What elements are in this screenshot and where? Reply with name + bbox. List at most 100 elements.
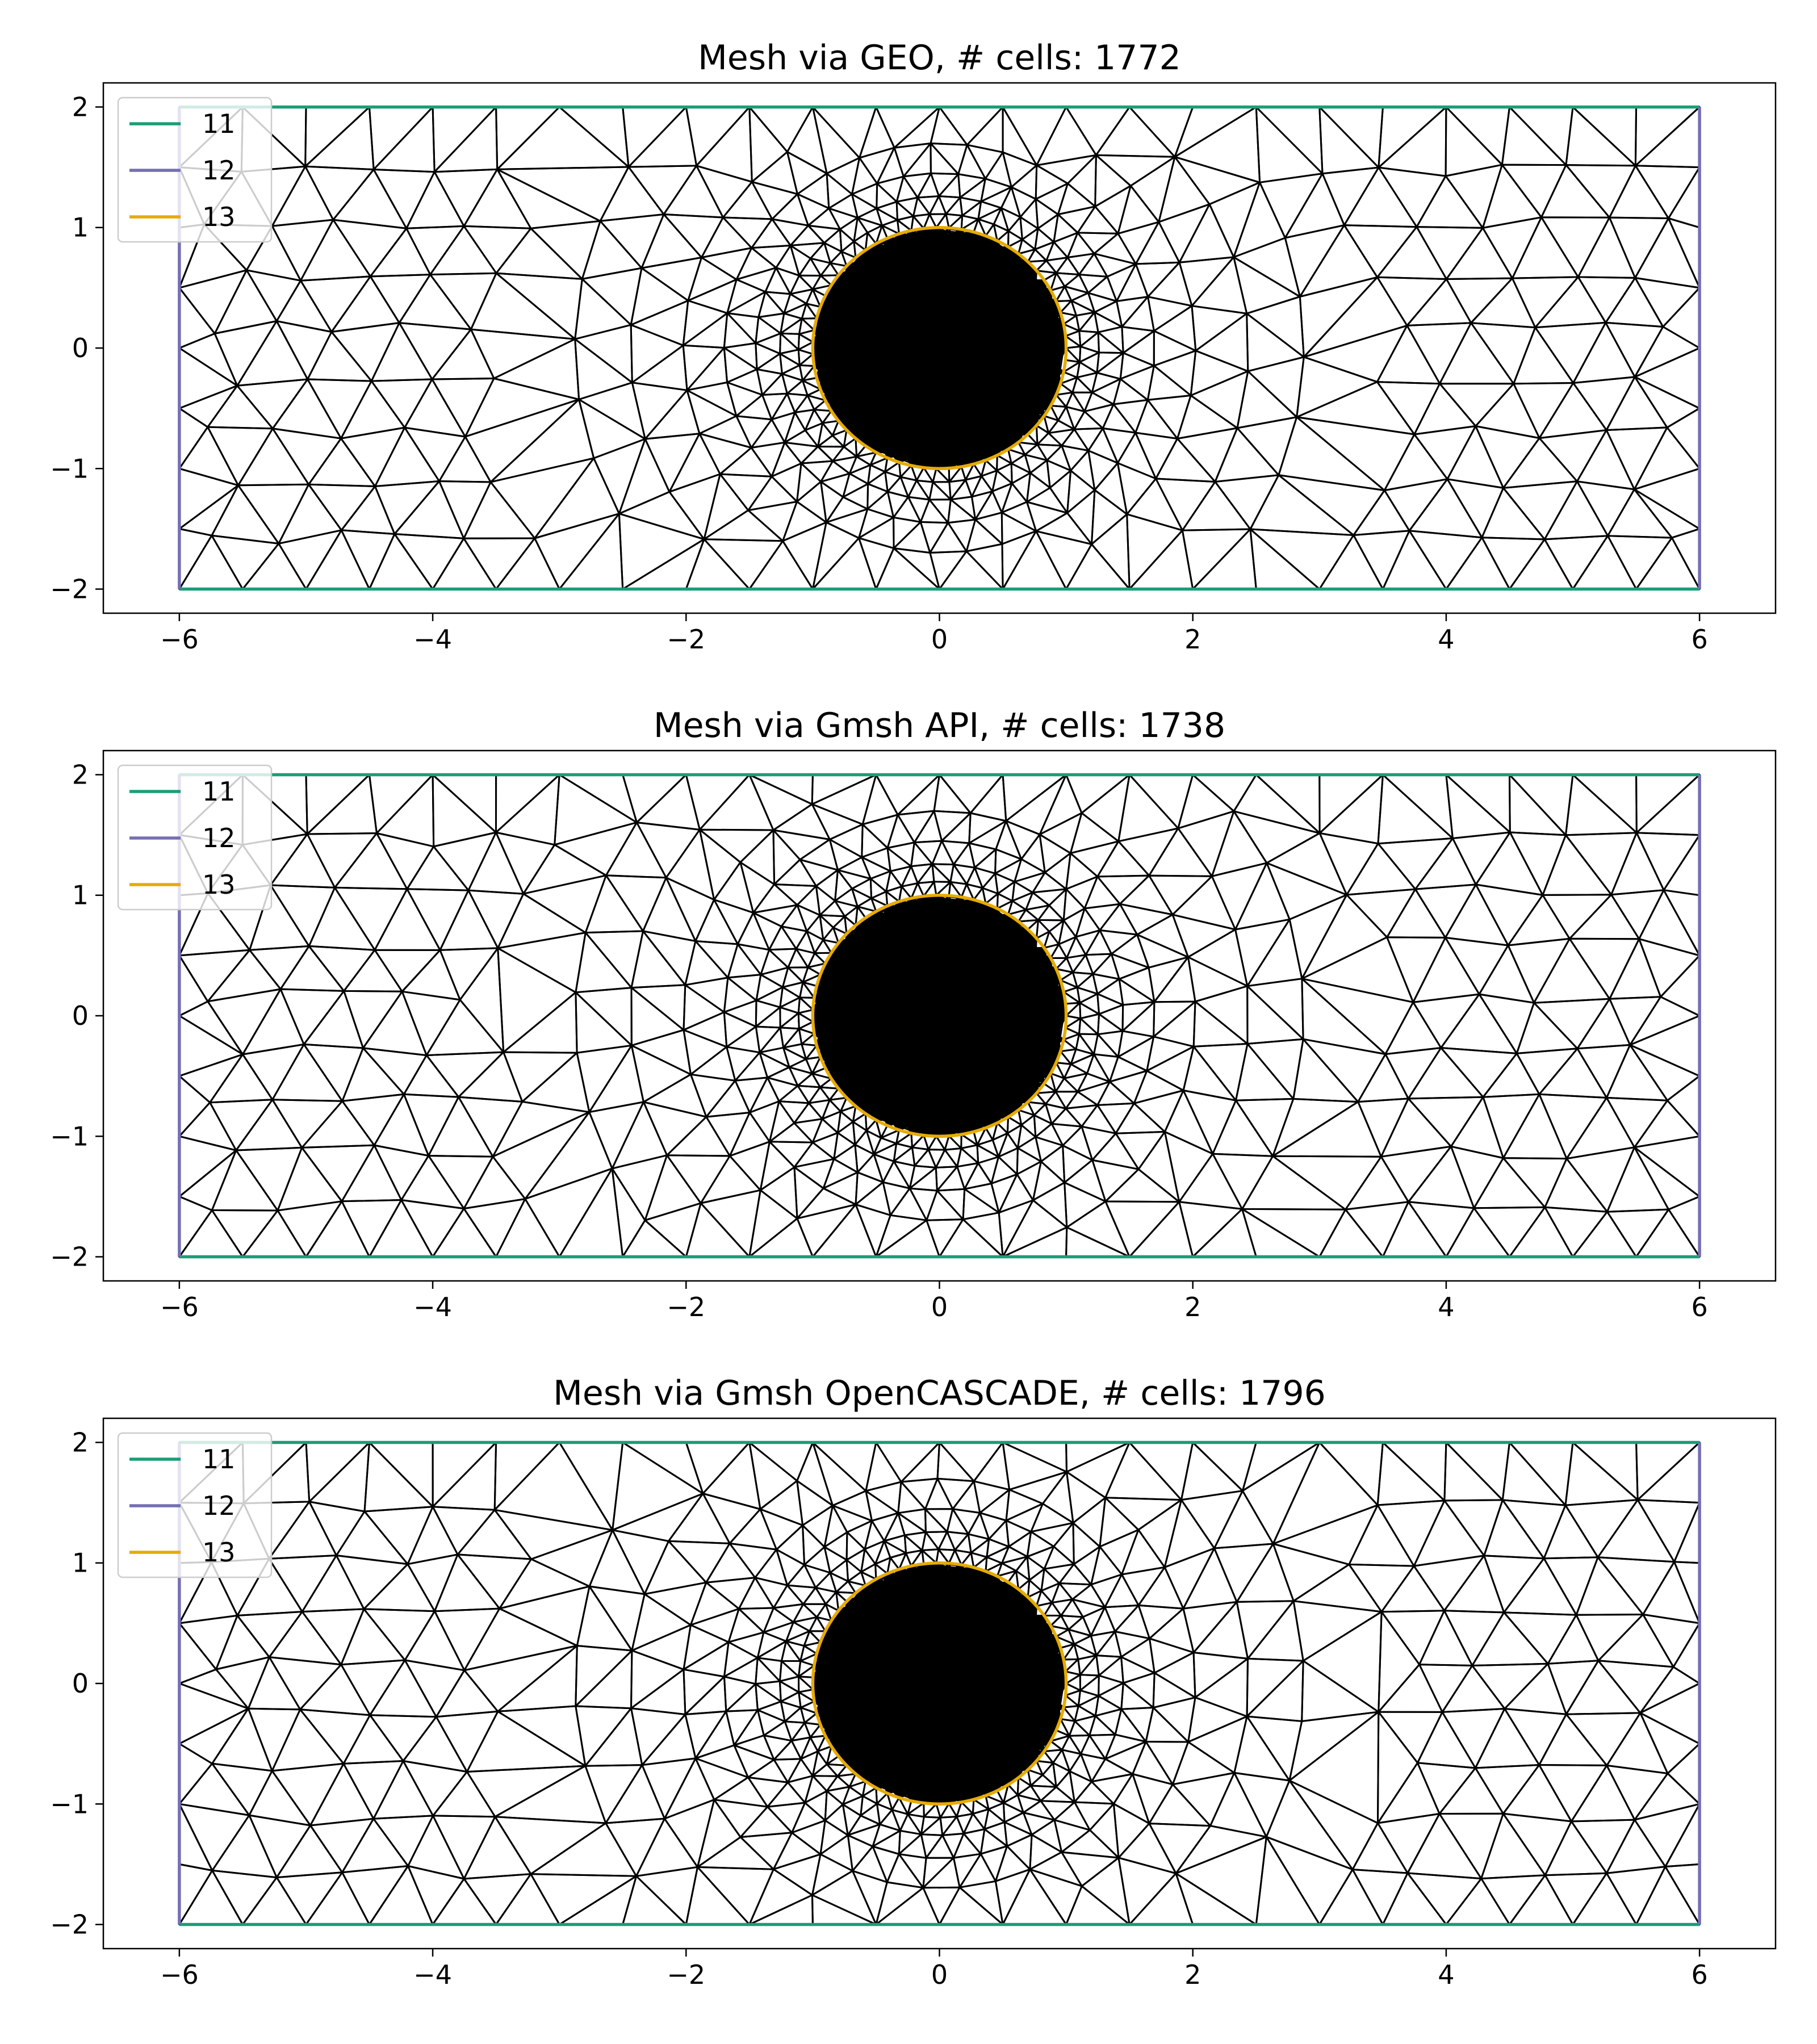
mesh-cell xyxy=(309,484,375,530)
mesh-cell xyxy=(465,379,579,437)
mesh-cell xyxy=(179,334,237,386)
mesh-cell xyxy=(1036,165,1067,199)
mesh-cell xyxy=(1127,514,1183,589)
mesh-cell xyxy=(1504,438,1577,488)
mesh-cell xyxy=(860,107,895,158)
mesh-cell xyxy=(1117,463,1155,514)
mesh-cell xyxy=(1512,277,1578,328)
mesh-cell xyxy=(432,329,494,379)
mesh-cell xyxy=(750,107,788,182)
mesh-cell xyxy=(1542,165,1610,218)
mesh-cell xyxy=(1175,107,1260,183)
mesh-cell xyxy=(1081,332,1099,353)
mesh-cell xyxy=(1088,451,1118,490)
mesh-cell xyxy=(238,484,309,543)
mesh-cell xyxy=(1502,107,1566,165)
mesh-cell xyxy=(1250,529,1354,589)
mesh-cell xyxy=(780,354,800,374)
mesh-cell xyxy=(903,173,931,198)
mesh-cell xyxy=(1379,107,1446,177)
mesh-cell xyxy=(600,167,664,221)
mesh-cell xyxy=(827,158,860,194)
mesh-cell xyxy=(212,535,279,589)
mesh-cell xyxy=(1178,396,1238,439)
mesh-cell xyxy=(179,386,237,427)
mesh-cell xyxy=(208,386,273,429)
mesh-cell xyxy=(301,277,371,332)
mesh-cell xyxy=(305,107,374,170)
mesh-cell xyxy=(1011,165,1037,199)
mesh-cell xyxy=(1182,529,1250,589)
mesh-cell xyxy=(1067,155,1096,207)
mesh-cell xyxy=(1354,491,1409,535)
mesh-cell xyxy=(1085,404,1113,428)
mesh-cell xyxy=(1344,167,1417,227)
mesh-cell xyxy=(811,243,831,263)
mesh-cell xyxy=(631,301,688,346)
mesh-cell xyxy=(1234,257,1300,313)
mesh-cell xyxy=(1606,377,1667,430)
mesh-cell xyxy=(632,383,687,439)
mesh-cell xyxy=(1610,166,1669,219)
mesh-cell xyxy=(1573,377,1635,430)
mesh-cell xyxy=(1512,217,1578,278)
mesh-cell xyxy=(1131,157,1175,222)
mesh-cell xyxy=(756,317,781,344)
mesh-cell xyxy=(1542,217,1610,277)
mesh-cell xyxy=(1573,536,1636,589)
mesh-cell xyxy=(1066,107,1130,156)
mesh-cell xyxy=(371,323,432,382)
mesh-cell xyxy=(1471,323,1535,384)
mesh-cell xyxy=(1377,325,1439,383)
mesh-cell xyxy=(1344,225,1417,278)
mesh-cell xyxy=(1127,479,1183,530)
mesh-cell xyxy=(797,481,827,522)
mesh-cell xyxy=(1209,182,1260,257)
mesh-cell xyxy=(308,379,372,438)
mesh-cell xyxy=(860,148,895,183)
mesh-cell xyxy=(930,214,946,228)
mesh-cell xyxy=(1027,488,1067,513)
mesh-cell xyxy=(399,275,471,329)
mesh-cell xyxy=(619,492,704,539)
mesh-cell xyxy=(1036,513,1092,544)
mesh-cell xyxy=(1297,417,1414,491)
mesh-cell xyxy=(798,350,813,365)
mesh-cell xyxy=(930,523,966,553)
mesh-cell xyxy=(704,510,783,541)
mesh-cell xyxy=(930,551,966,589)
mesh-cell xyxy=(920,500,948,523)
mesh-cell xyxy=(1136,262,1179,296)
mesh-cell xyxy=(1103,428,1136,463)
mesh-cell xyxy=(374,107,434,172)
mesh-cell xyxy=(1471,278,1535,328)
mesh-cell xyxy=(727,369,763,395)
mesh-cell xyxy=(664,166,723,217)
mesh-cell xyxy=(1175,157,1260,204)
mesh-cell xyxy=(1354,531,1409,589)
mesh-cell xyxy=(179,485,238,535)
mesh-cell xyxy=(439,437,491,482)
mesh-cell xyxy=(894,107,939,148)
mesh-cell xyxy=(1407,279,1471,326)
mesh-cell xyxy=(1066,331,1081,346)
mesh-cell xyxy=(246,270,300,321)
mesh-cell xyxy=(1446,228,1512,279)
mesh-cell xyxy=(1079,254,1108,277)
mesh-cell xyxy=(868,484,888,509)
mesh-cell xyxy=(1136,433,1178,479)
mesh-cell xyxy=(1476,426,1539,488)
mesh-cell xyxy=(1179,257,1234,306)
mesh-cell xyxy=(407,226,464,274)
mesh-cell xyxy=(309,438,375,486)
mesh-cell xyxy=(1635,107,1699,166)
mesh-cell xyxy=(279,530,342,589)
mesh-cell xyxy=(1020,217,1038,240)
mesh-cell xyxy=(940,107,1003,145)
mesh-cell xyxy=(756,333,781,354)
mesh-cell xyxy=(464,169,531,228)
mesh-cell xyxy=(790,275,813,294)
mesh-cell xyxy=(1154,351,1196,396)
mesh-cell xyxy=(1156,479,1215,530)
